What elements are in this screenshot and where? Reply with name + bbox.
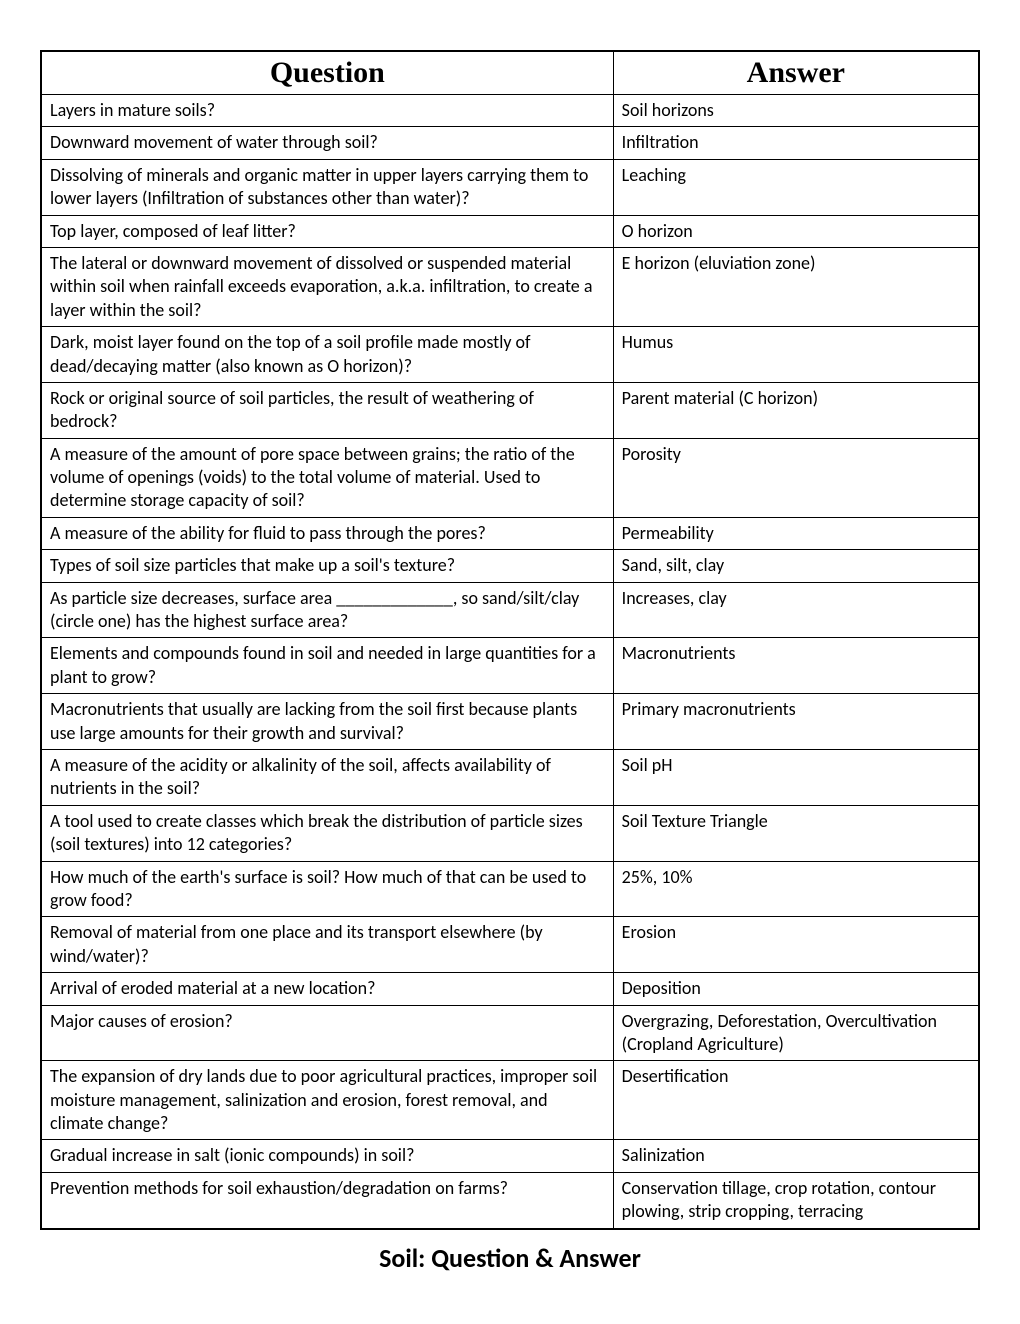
table-row: Dissolving of minerals and organic matte… bbox=[41, 159, 979, 215]
question-cell: Arrival of eroded material at a new loca… bbox=[41, 973, 613, 1005]
table-row: Gradual increase in salt (ionic compound… bbox=[41, 1140, 979, 1172]
question-cell: Removal of material from one place and i… bbox=[41, 917, 613, 973]
question-cell: Downward movement of water through soil? bbox=[41, 127, 613, 159]
answer-cell: Humus bbox=[613, 327, 979, 383]
table-row: Downward movement of water through soil?… bbox=[41, 127, 979, 159]
table-row: A measure of the amount of pore space be… bbox=[41, 438, 979, 517]
table-row: Major causes of erosion?Overgrazing, Def… bbox=[41, 1005, 979, 1061]
answer-cell: Salinization bbox=[613, 1140, 979, 1172]
table-row: Arrival of eroded material at a new loca… bbox=[41, 973, 979, 1005]
answer-cell: Permeability bbox=[613, 517, 979, 549]
question-cell: Top layer, composed of leaf litter? bbox=[41, 215, 613, 247]
question-cell: A tool used to create classes which brea… bbox=[41, 805, 613, 861]
table-header-row: Question Answer bbox=[41, 51, 979, 95]
question-cell: The expansion of dry lands due to poor a… bbox=[41, 1061, 613, 1140]
page-title: Soil: Question & Answer bbox=[40, 1242, 980, 1274]
answer-cell: Primary macronutrients bbox=[613, 694, 979, 750]
answer-cell: Overgrazing, Deforestation, Overcultivat… bbox=[613, 1005, 979, 1061]
answer-cell: O horizon bbox=[613, 215, 979, 247]
table-row: Prevention methods for soil exhaustion/d… bbox=[41, 1172, 979, 1228]
answer-cell: Erosion bbox=[613, 917, 979, 973]
question-cell: Gradual increase in salt (ionic compound… bbox=[41, 1140, 613, 1172]
question-header: Question bbox=[41, 51, 613, 95]
question-cell: Macronutrients that usually are lacking … bbox=[41, 694, 613, 750]
table-row: A measure of the ability for fluid to pa… bbox=[41, 517, 979, 549]
question-cell: A measure of the amount of pore space be… bbox=[41, 438, 613, 517]
answer-cell: Deposition bbox=[613, 973, 979, 1005]
answer-cell: Porosity bbox=[613, 438, 979, 517]
answer-cell: Parent material (C horizon) bbox=[613, 382, 979, 438]
question-cell: Dark, moist layer found on the top of a … bbox=[41, 327, 613, 383]
table-row: Top layer, composed of leaf litter?O hor… bbox=[41, 215, 979, 247]
table-row: The lateral or downward movement of diss… bbox=[41, 247, 979, 326]
question-cell: Rock or original source of soil particle… bbox=[41, 382, 613, 438]
table-row: A tool used to create classes which brea… bbox=[41, 805, 979, 861]
answer-cell: Soil pH bbox=[613, 749, 979, 805]
question-cell: Layers in mature soils? bbox=[41, 95, 613, 127]
answer-cell: Soil Texture Triangle bbox=[613, 805, 979, 861]
table-body: Layers in mature soils?Soil horizons Dow… bbox=[41, 95, 979, 1229]
table-row: Macronutrients that usually are lacking … bbox=[41, 694, 979, 750]
table-row: Elements and compounds found in soil and… bbox=[41, 638, 979, 694]
answer-cell: Soil horizons bbox=[613, 95, 979, 127]
table-row: A measure of the acidity or alkalinity o… bbox=[41, 749, 979, 805]
question-cell: A measure of the acidity or alkalinity o… bbox=[41, 749, 613, 805]
answer-cell: 25%, 10% bbox=[613, 861, 979, 917]
question-cell: Major causes of erosion? bbox=[41, 1005, 613, 1061]
answer-header: Answer bbox=[613, 51, 979, 95]
table-row: The expansion of dry lands due to poor a… bbox=[41, 1061, 979, 1140]
table-row: Rock or original source of soil particle… bbox=[41, 382, 979, 438]
question-cell: Dissolving of minerals and organic matte… bbox=[41, 159, 613, 215]
qa-table: Question Answer Layers in mature soils?S… bbox=[40, 50, 980, 1230]
answer-cell: Macronutrients bbox=[613, 638, 979, 694]
answer-cell: Infiltration bbox=[613, 127, 979, 159]
answer-cell: E horizon (eluviation zone) bbox=[613, 247, 979, 326]
table-row: How much of the earth's surface is soil?… bbox=[41, 861, 979, 917]
answer-cell: Increases, clay bbox=[613, 582, 979, 638]
table-row: Dark, moist layer found on the top of a … bbox=[41, 327, 979, 383]
question-cell: Types of soil size particles that make u… bbox=[41, 550, 613, 582]
question-cell: How much of the earth's surface is soil?… bbox=[41, 861, 613, 917]
question-cell: The lateral or downward movement of diss… bbox=[41, 247, 613, 326]
answer-cell: Leaching bbox=[613, 159, 979, 215]
answer-cell: Sand, silt, clay bbox=[613, 550, 979, 582]
table-row: As particle size decreases, surface area… bbox=[41, 582, 979, 638]
answer-cell: Desertification bbox=[613, 1061, 979, 1140]
table-row: Layers in mature soils?Soil horizons bbox=[41, 95, 979, 127]
question-cell: As particle size decreases, surface area… bbox=[41, 582, 613, 638]
answer-cell: Conservation tillage, crop rotation, con… bbox=[613, 1172, 979, 1228]
question-cell: A measure of the ability for fluid to pa… bbox=[41, 517, 613, 549]
table-row: Types of soil size particles that make u… bbox=[41, 550, 979, 582]
table-row: Removal of material from one place and i… bbox=[41, 917, 979, 973]
question-cell: Elements and compounds found in soil and… bbox=[41, 638, 613, 694]
question-cell: Prevention methods for soil exhaustion/d… bbox=[41, 1172, 613, 1228]
